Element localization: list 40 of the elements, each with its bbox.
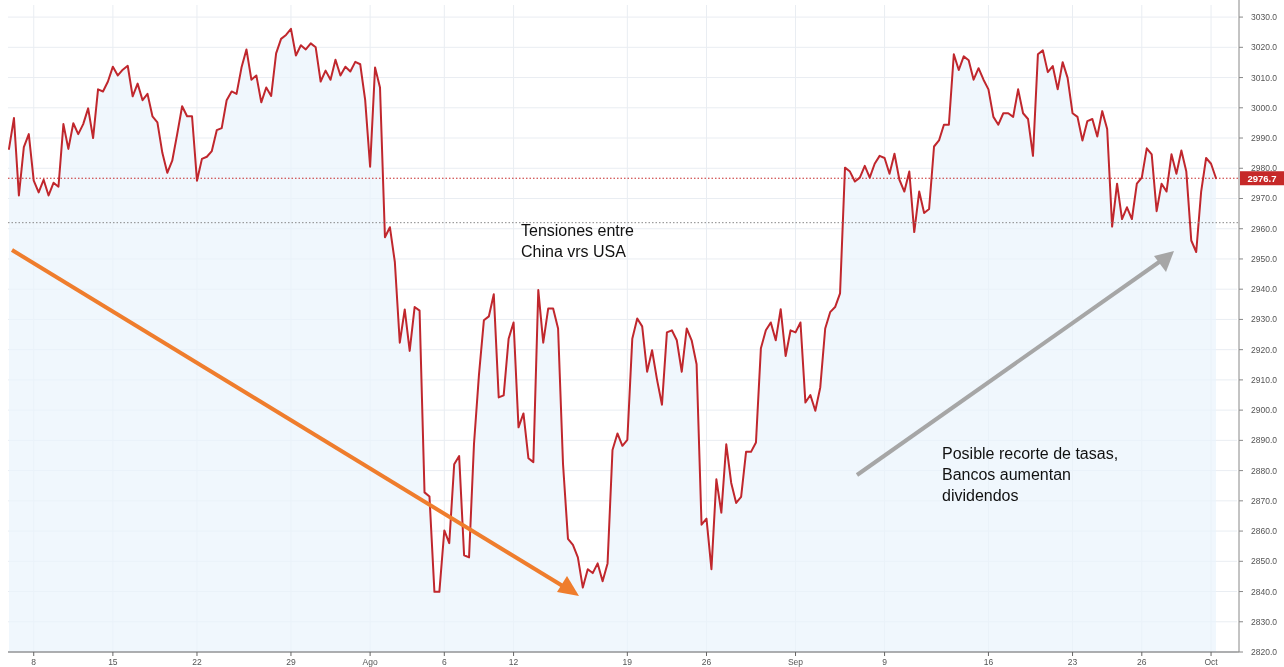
x-tick-label: 8 bbox=[31, 657, 37, 667]
x-tick-label: 26 bbox=[701, 657, 712, 667]
y-tick-label: 2980.0 bbox=[1251, 163, 1278, 174]
y-tick-label: 2960.0 bbox=[1251, 223, 1278, 234]
annotation: Posible recorte de tasas, Bancos aumentan dividendos bbox=[942, 445, 1119, 504]
x-tick-label: 16 bbox=[983, 657, 994, 667]
ref-line-label: 2976.7 bbox=[1247, 172, 1277, 184]
x-tick-label: 29 bbox=[286, 657, 296, 667]
y-tick-label: 2860.0 bbox=[1251, 526, 1278, 537]
x-tick-label: 23 bbox=[1067, 657, 1078, 667]
y-tick-label: 2920.0 bbox=[1251, 344, 1278, 355]
y-tick-label: 2930.0 bbox=[1251, 314, 1278, 325]
x-tick-label: 26 bbox=[1137, 657, 1147, 667]
x-tick-label: 22 bbox=[192, 657, 202, 667]
y-tick-label: 3030.0 bbox=[1251, 12, 1278, 23]
y-tick-label: 3000.0 bbox=[1251, 102, 1278, 113]
y-tick-label: 2900.0 bbox=[1251, 405, 1278, 416]
y-tick-label: 3010.0 bbox=[1251, 72, 1278, 83]
y-tick-label: 2940.0 bbox=[1251, 284, 1278, 295]
x-tick-label: 12 bbox=[508, 657, 519, 667]
y-tick-label: 2820.0 bbox=[1251, 647, 1278, 657]
y-tick-label: 2890.0 bbox=[1251, 435, 1278, 446]
y-tick-label: 2950.0 bbox=[1251, 253, 1278, 264]
y-tick-label: 2830.0 bbox=[1251, 616, 1278, 627]
y-tick-label: 2910.0 bbox=[1251, 374, 1278, 385]
y-tick-label: 3020.0 bbox=[1251, 42, 1278, 53]
y-tick-label: 2970.0 bbox=[1251, 193, 1278, 204]
x-tick-label: 9 bbox=[882, 657, 888, 667]
x-tick-label: Sep bbox=[787, 657, 804, 667]
x-tick-label: Oct bbox=[1204, 657, 1219, 667]
annotation: Tensiones entre China vrs USA bbox=[521, 222, 635, 260]
y-tick-label: 2870.0 bbox=[1251, 495, 1278, 506]
x-tick-label: 19 bbox=[622, 657, 633, 667]
y-tick-label: 2840.0 bbox=[1251, 586, 1278, 597]
y-tick-label: 2850.0 bbox=[1251, 556, 1278, 567]
y-tick-label: 2880.0 bbox=[1251, 465, 1278, 476]
x-tick-label: Ago bbox=[362, 657, 378, 667]
x-tick-label: 6 bbox=[441, 657, 447, 667]
y-tick-label: 2990.0 bbox=[1251, 133, 1278, 144]
x-tick-label: 15 bbox=[108, 657, 118, 667]
